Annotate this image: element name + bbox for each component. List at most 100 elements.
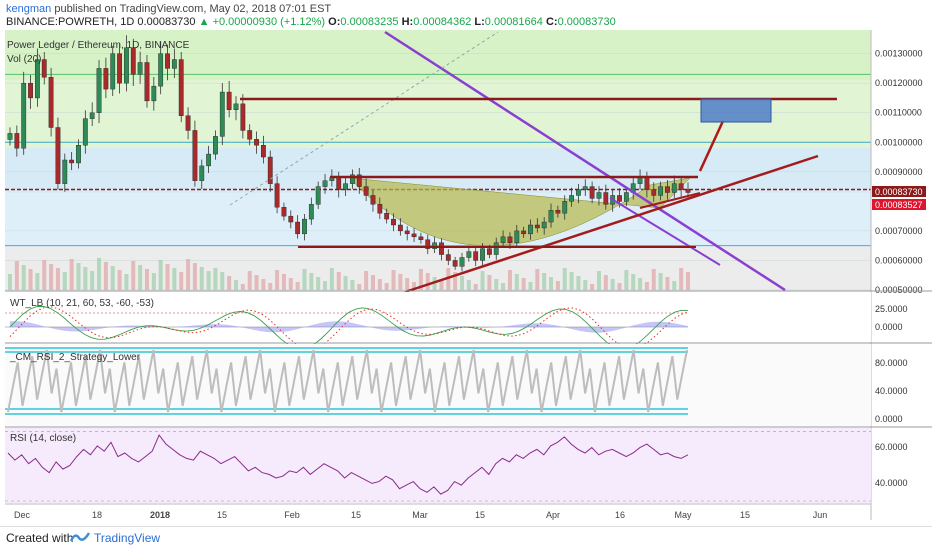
- candle-body: [302, 218, 307, 235]
- tradingview-link[interactable]: TradingView: [94, 531, 161, 545]
- high-label: H:: [401, 16, 414, 28]
- volume-bar: [658, 273, 663, 290]
- volume-bar: [55, 268, 60, 290]
- volume-bar: [357, 284, 362, 290]
- volume-bar: [418, 269, 423, 290]
- volume-bar: [473, 284, 478, 290]
- volume-bar: [679, 268, 684, 290]
- candle-body: [206, 153, 212, 167]
- volume-bar: [90, 271, 95, 290]
- candle-body: [582, 186, 588, 190]
- time-tick-label: 15: [475, 510, 485, 520]
- candle-body: [14, 133, 20, 149]
- candle-body: [48, 77, 54, 128]
- candle-body: [548, 210, 554, 223]
- candle-body: [254, 139, 259, 146]
- candle-body: [144, 62, 150, 102]
- candle-body: [617, 195, 622, 202]
- candle-body: [226, 91, 232, 110]
- gray-dashed-line: [229, 31, 499, 206]
- candle-body: [110, 53, 116, 90]
- volume-bar: [494, 279, 499, 290]
- candle-body: [425, 239, 431, 249]
- candle-body: [267, 156, 273, 184]
- candle-body: [240, 103, 246, 131]
- high-value: 0.00084362: [413, 16, 472, 28]
- time-axis[interactable]: Dec 18 2018 15 Feb 15 Mar 15 Apr 16 May 15 Jun: [14, 510, 827, 520]
- candle-body: [137, 62, 143, 75]
- cm-tick-0: 0.0000: [875, 414, 903, 424]
- volume-bar: [590, 284, 595, 290]
- wt-slow-line: [9, 306, 689, 350]
- candle-body: [671, 183, 677, 193]
- volume-bar: [549, 277, 554, 290]
- volume-bar: [76, 263, 81, 290]
- volume-bar: [117, 270, 122, 290]
- volume-bar: [364, 271, 369, 290]
- close-label: C:: [545, 16, 558, 28]
- price-label-bg: [872, 186, 926, 197]
- candle-body: [356, 174, 362, 187]
- price-axis[interactable]: 0.00130000 0.00120000 0.00110000 0.00100000…: [875, 49, 923, 295]
- price-tick-label: 0.00090000: [875, 167, 923, 177]
- time-tick-label: 15: [740, 510, 750, 520]
- price-label-2: 0.00083527: [875, 200, 923, 210]
- price-tick-label: 0.00100000: [875, 137, 923, 147]
- volume-bar: [138, 265, 143, 290]
- candle-body: [432, 242, 438, 249]
- volume-bar: [528, 282, 533, 290]
- candle-body: [165, 53, 170, 69]
- volume-bar: [144, 269, 149, 290]
- wt-tick-0: 0.0000: [875, 322, 903, 332]
- candle-body: [158, 53, 164, 87]
- volume-bar: [309, 273, 314, 290]
- up-arrow-icon: ▲: [198, 16, 210, 28]
- author-link[interactable]: kengman: [6, 3, 52, 15]
- volume-bar: [206, 271, 211, 290]
- price-tick-label: 0.00120000: [875, 78, 923, 88]
- volume-bar: [651, 269, 656, 290]
- cm-pane-title: _CM_RSI_2_Strategy_Lower: [9, 352, 141, 363]
- volume-bar: [35, 273, 40, 290]
- volume-bar: [295, 282, 300, 290]
- candle-body: [41, 59, 47, 78]
- candle-body: [151, 85, 157, 102]
- volume-bar: [199, 267, 204, 290]
- chart-canvas[interactable]: Power Ledger / Ethereum, 1D, BINANCE Vol…: [0, 30, 932, 526]
- wt-pane-title: WT_LB (10, 21, 60, 53, -60, -53): [10, 298, 154, 309]
- purple-downtrend-line: [384, 30, 786, 292]
- volume-bar: [336, 272, 341, 290]
- volume-bar: [227, 276, 232, 290]
- volume-bar: [124, 274, 129, 290]
- volume-bar: [110, 266, 115, 290]
- candle-body: [459, 257, 465, 267]
- main-pane-title: Power Ledger / Ethereum, 1D, BINANCE: [7, 40, 190, 51]
- candle-body: [555, 210, 561, 214]
- candle-body: [404, 230, 410, 235]
- candle-body: [562, 201, 568, 214]
- candle-body: [82, 118, 88, 146]
- candle-body: [391, 218, 396, 226]
- volume-bar: [644, 282, 649, 290]
- candle-body: [377, 204, 383, 214]
- candle-body: [418, 236, 424, 240]
- volume-bar: [460, 276, 464, 290]
- volume-bar: [247, 271, 252, 290]
- volume-bar: [234, 280, 238, 290]
- volume-bar: [350, 280, 355, 290]
- candle-body: [623, 192, 629, 202]
- candle-body: [274, 183, 280, 208]
- volume-bar: [391, 270, 396, 290]
- price-tick-label: 0.00130000: [875, 49, 923, 59]
- volume-bar: [535, 269, 540, 290]
- rsi-tick-40: 40.0000: [875, 478, 908, 488]
- volume-bar: [405, 278, 410, 290]
- volume-bar: [186, 259, 191, 290]
- volume-bar: [569, 272, 574, 290]
- candle-body: [185, 115, 191, 131]
- rsi-tick-60: 60.0000: [875, 442, 908, 452]
- open-value: 0.00083235: [340, 16, 399, 28]
- volume-bar: [596, 271, 601, 290]
- volume-bar: [179, 272, 184, 290]
- volume-bar: [49, 264, 54, 290]
